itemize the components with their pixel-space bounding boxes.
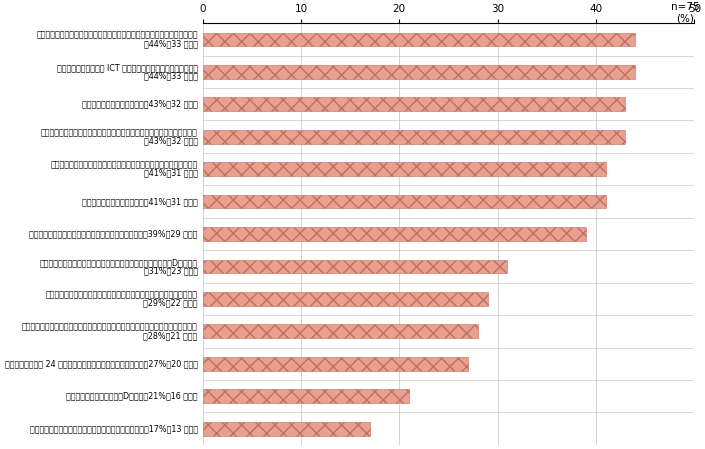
Text: （31%、23 回答）: （31%、23 回答） (144, 266, 197, 275)
Text: （28%、21 回答）: （28%、21 回答） (143, 331, 197, 340)
Text: （44%、33 回答）: （44%、33 回答） (144, 71, 197, 80)
Bar (202, 32, 635, 46)
Text: ネットとつながってあなたをサポートする人型ロボット（例：家事支援ロボット）: ネットとつながってあなたをサポートする人型ロボット（例：家事支援ロボット） (22, 323, 197, 332)
Bar (202, 357, 468, 370)
Bar (202, 292, 488, 306)
Text: デジタル教科書などの ICT を駆使して楽しく学べる次世代教育: デジタル教科書などの ICT を駆使して楽しく学べる次世代教育 (56, 63, 197, 72)
Text: 自分が見たものを 24 時間記録してくれるライフログシステム（27%、20 回答）: 自分が見たものを 24 時間記録してくれるライフログシステム（27%、20 回答… (5, 359, 197, 368)
Bar (202, 260, 508, 273)
Text: メガネ型のウェアラブル端末（43%、32 回答）: メガネ型のウェアラブル端末（43%、32 回答） (82, 100, 197, 109)
Text: (%): (%) (676, 13, 694, 23)
Bar (202, 130, 625, 144)
Text: 頭の中で考えたメッセージが送れるテレパシー型通信（17%、13 回答）: 頭の中で考えたメッセージが送れるテレパシー型通信（17%、13 回答） (30, 424, 197, 433)
Text: 住む人の生活行動を感知して自動サポートしてくれるスマートハウス: 住む人の生活行動を感知して自動サポートしてくれるスマートハウス (51, 161, 197, 170)
Text: メガネが不要な超高精細３Dテレビ（21%、16 回答）: メガネが不要な超高精細３Dテレビ（21%、16 回答） (66, 392, 197, 401)
Text: 完全な自動運転が可能な自動運転車（ロボットカー）（39%、29 回答）: 完全な自動運転が可能な自動運転車（ロボットカー）（39%、29 回答） (30, 229, 197, 238)
Text: 遺伝子情報等を基にあなたに最適な医療プログラムを提供するスマート病院: 遺伝子情報等を基にあなたに最適な医療プログラムを提供するスマート病院 (36, 31, 197, 40)
Bar (202, 162, 606, 176)
Text: あなたの注文をネットで受けてすぐに個別生産してくれるスマート工場: あなたの注文をネットで受けてすぐに個別生産してくれるスマート工場 (46, 291, 197, 299)
Text: （43%、32 回答）: （43%、32 回答） (144, 136, 197, 145)
Text: （44%、33 回答）: （44%、33 回答） (144, 39, 197, 48)
Bar (202, 97, 625, 111)
Bar (202, 422, 370, 436)
Bar (202, 65, 635, 79)
Text: 次世代電力網（スマートグリッド）によるインテリジェント電力サービス: 次世代電力網（スマートグリッド）によるインテリジェント電力サービス (41, 128, 197, 137)
Text: （29%、22 回答）: （29%、22 回答） (143, 299, 197, 308)
Text: n=75: n=75 (670, 2, 699, 12)
Bar (202, 389, 409, 403)
Bar (202, 195, 606, 208)
Text: （41%、31 回答）: （41%、31 回答） (144, 169, 197, 178)
Text: あなたがデザインした様々なものを手軽に製造できる家庭用３Dプリンタ: あなたがデザインした様々なものを手軽に製造できる家庭用３Dプリンタ (39, 258, 197, 267)
Bar (202, 325, 478, 338)
Bar (202, 227, 586, 241)
Text: 腕時計型のウェアラブル端末（41%、31 回答）: 腕時計型のウェアラブル端末（41%、31 回答） (82, 197, 197, 206)
